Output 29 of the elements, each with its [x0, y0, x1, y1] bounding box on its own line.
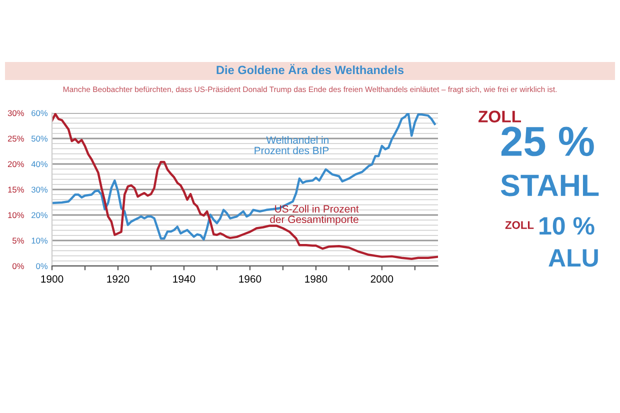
text: STAHL: [500, 174, 599, 196]
x-tick-label: 1900: [41, 275, 64, 283]
chart-title: Die Goldene Ära des Welthandels: [216, 64, 404, 74]
text: 10 %: [540, 217, 594, 235]
y2-tick-label: 50%: [31, 136, 48, 142]
series-label: US-Zoll in Prozent der Gesamtimporte: [270, 204, 359, 226]
y-tick-label: 30%: [8, 110, 24, 116]
y2-tick-label: 0%: [36, 263, 48, 270]
text: ALU: [548, 249, 598, 267]
series-label: Welthandel in Prozent des BIP: [254, 136, 329, 154]
y2-tick-label: 20%: [32, 212, 48, 218]
y-tick-label: 5%: [12, 238, 24, 244]
x-tick-label: 1960: [239, 275, 262, 283]
x-tick-label: 1980: [305, 275, 328, 283]
y-tick-label: 20%: [8, 161, 24, 168]
x-tick-label: 1920: [107, 275, 130, 283]
y2-tick-label: 60%: [32, 110, 48, 116]
y-tick-label: 10%: [8, 212, 24, 218]
y-tick-label: 25%: [8, 136, 24, 142]
x-tick-label: 2000: [370, 275, 394, 283]
y2-tick-label: 10%: [32, 238, 48, 244]
y-tick-label: 15%: [8, 186, 24, 193]
x-tick-label: 1940: [173, 275, 196, 283]
text: ZOLL: [505, 221, 534, 229]
y-tick-label: 0%: [12, 263, 24, 270]
y2-tick-label: 30%: [31, 186, 48, 193]
y2-tick-label: 40%: [31, 161, 48, 168]
text: 25 %: [501, 126, 594, 156]
text: ZOLL: [478, 110, 521, 122]
